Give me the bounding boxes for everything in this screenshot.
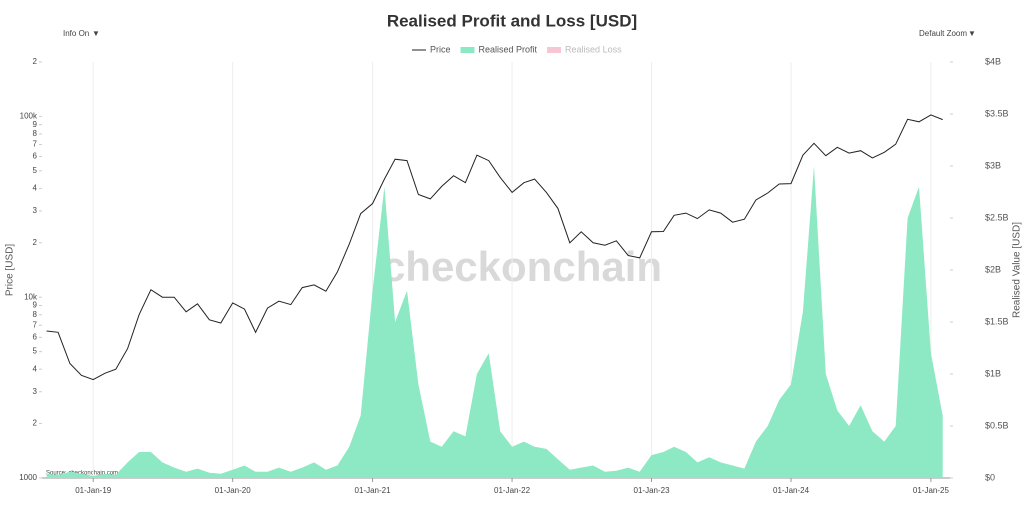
watermark: checkonchain (382, 243, 662, 290)
y-tick-label: 6 (33, 332, 38, 341)
info-arrow[interactable]: ▼ (92, 29, 100, 38)
y-tick-label: 9 (33, 120, 38, 129)
y-tick-label: 4 (33, 364, 38, 373)
x-tick-label: 01-Jan-22 (494, 486, 531, 495)
y-tick-label: 9 (33, 301, 38, 310)
y-tick-label: 8 (33, 310, 38, 319)
y-tick-label: 5 (33, 347, 38, 356)
y2-tick-label: $0.5B (985, 420, 1009, 430)
y-tick-label: 2 (33, 57, 38, 66)
x-tick-label: 01-Jan-25 (913, 486, 950, 495)
legend-label: Realised Loss (565, 44, 622, 54)
x-tick-label: 01-Jan-23 (634, 486, 671, 495)
y-tick-label: 7 (33, 140, 38, 149)
y2-tick-label: $3.5B (985, 108, 1009, 118)
x-tick-label: 01-Jan-21 (355, 486, 392, 495)
y-axis-label: Price [USD] (5, 244, 16, 296)
zoom-label[interactable]: Default Zoom (919, 29, 967, 38)
y-tick-label: 4 (33, 183, 38, 192)
y2-tick-label: $2.5B (985, 212, 1009, 222)
zoom-control[interactable]: Default Zoom ▼ (919, 29, 976, 38)
y2-tick-label: $3B (985, 160, 1001, 170)
legend-swatch (460, 47, 475, 53)
y2-tick-label: $4B (985, 56, 1001, 66)
chart-title: Realised Profit and Loss [USD] (387, 11, 637, 30)
y-tick-label: 2 (33, 419, 38, 428)
line (46, 114, 943, 381)
y-tick-label: 1000 (19, 473, 37, 482)
area (46, 166, 943, 478)
info-label[interactable]: Info On (63, 29, 89, 38)
y-tick-label: 100k (20, 112, 38, 121)
y2-tick-label: $1B (985, 368, 1001, 378)
y-tick-label: 7 (33, 320, 38, 329)
x-tick-label: 01-Jan-24 (773, 486, 810, 495)
y-tick-label: 6 (33, 152, 38, 161)
x-tick-label: 01-Jan-20 (215, 486, 252, 495)
y2-tick-label: $1.5B (985, 316, 1009, 326)
info-control[interactable]: Info On ▼ (63, 29, 100, 38)
legend-label: Price (430, 44, 451, 54)
y-tick-label: 3 (33, 206, 38, 215)
y-tick-label: 8 (33, 129, 38, 138)
y-tick-label: 3 (33, 387, 38, 396)
y2-tick-label: $2B (985, 264, 1001, 274)
zoom-arrow[interactable]: ▼ (968, 29, 976, 38)
x-tick-label: 01-Jan-19 (75, 486, 112, 495)
y-tick-label: 10k (24, 292, 38, 301)
y-tick-label: 5 (33, 166, 38, 175)
y-tick-label: 2 (33, 238, 38, 247)
legend-label: Realised Profit (479, 44, 538, 54)
y2-tick-label: $0 (985, 472, 995, 482)
legend-swatch (547, 47, 562, 53)
source-note: Source: checkonchain.com ResearchBitcoin… (46, 471, 174, 477)
y2-axis-label: Realised Value [USD] (1012, 222, 1023, 318)
